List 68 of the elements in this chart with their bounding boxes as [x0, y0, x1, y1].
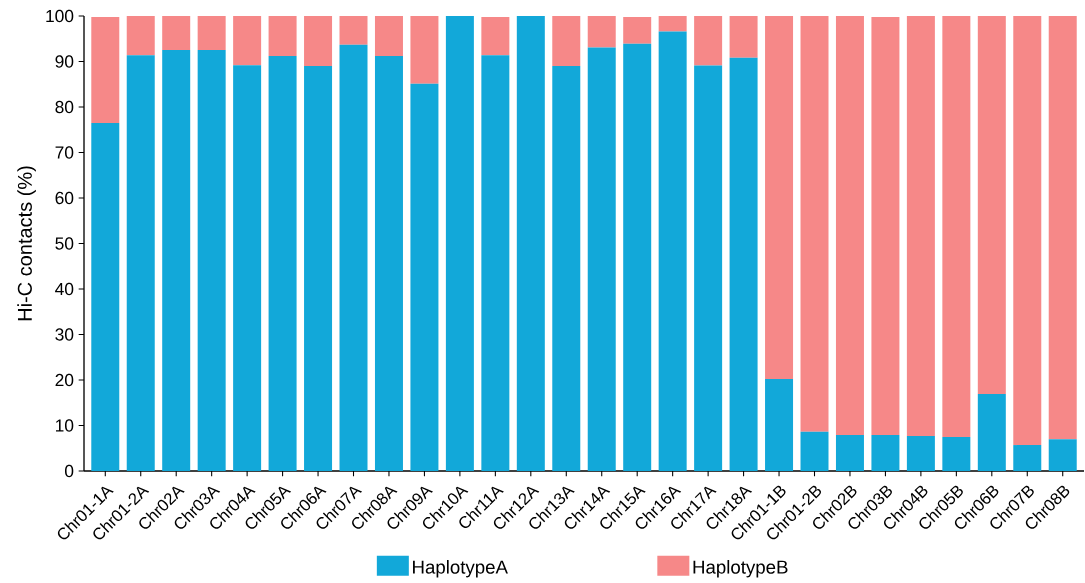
bar [1013, 16, 1042, 446]
bar [977, 16, 1006, 395]
bar [765, 16, 794, 380]
y-tick-label: 70 [55, 146, 74, 159]
bar [835, 16, 864, 436]
bar [552, 66, 581, 471]
bar [304, 66, 333, 471]
bar [162, 16, 191, 51]
bar [374, 56, 403, 471]
bar [91, 16, 120, 123]
bar [587, 47, 616, 471]
bar [339, 44, 368, 471]
bar [481, 55, 510, 471]
bar [694, 65, 723, 471]
bar [835, 435, 864, 471]
bar [871, 16, 900, 436]
bar [410, 83, 439, 471]
bar [126, 55, 155, 471]
bar [977, 394, 1006, 471]
bar [658, 16, 687, 32]
bar [1048, 439, 1077, 471]
y-tick-label: 80 [55, 100, 74, 114]
bar [587, 16, 616, 48]
bar [1048, 16, 1077, 440]
bar [516, 16, 545, 471]
y-tick-label: 100 [46, 9, 74, 23]
bar [162, 50, 191, 471]
bar [410, 16, 439, 84]
bar [445, 16, 474, 471]
bar [906, 16, 935, 436]
y-tick-label: 60 [55, 191, 74, 205]
y-tick-label: 10 [56, 419, 74, 432]
y-tick-label: 90 [55, 55, 74, 68]
bar [906, 435, 935, 471]
legend-label: HaplotypeA [413, 560, 508, 578]
bar [729, 57, 758, 471]
bar [694, 16, 723, 66]
bar [339, 16, 368, 45]
legend-label: HaplotypeB [693, 560, 788, 578]
bar [91, 122, 120, 471]
bar [304, 16, 333, 67]
bar [942, 16, 971, 437]
bar [623, 43, 652, 471]
bar [481, 16, 510, 56]
bar [374, 16, 403, 57]
y-tick-label: 30 [55, 328, 74, 341]
bar [871, 435, 900, 471]
bar [197, 50, 226, 471]
bar [729, 16, 758, 58]
bar [197, 16, 226, 51]
bar [800, 16, 829, 432]
y-tick-label: 0 [64, 464, 74, 478]
bar [623, 16, 652, 44]
y-tick-label: 20 [55, 373, 74, 387]
bar [942, 436, 971, 471]
bar [233, 65, 262, 471]
bar [268, 56, 297, 471]
bar [658, 31, 687, 471]
bar [800, 431, 829, 471]
bar [1013, 445, 1042, 471]
y-tick-label: 50 [55, 237, 74, 250]
bar [233, 16, 262, 66]
bar [552, 16, 581, 67]
bar [126, 16, 155, 56]
bar [268, 16, 297, 57]
y-axis-title: Hi-C contacts (%) [17, 166, 36, 321]
bar [765, 379, 794, 471]
y-tick-label: 40 [55, 282, 74, 296]
